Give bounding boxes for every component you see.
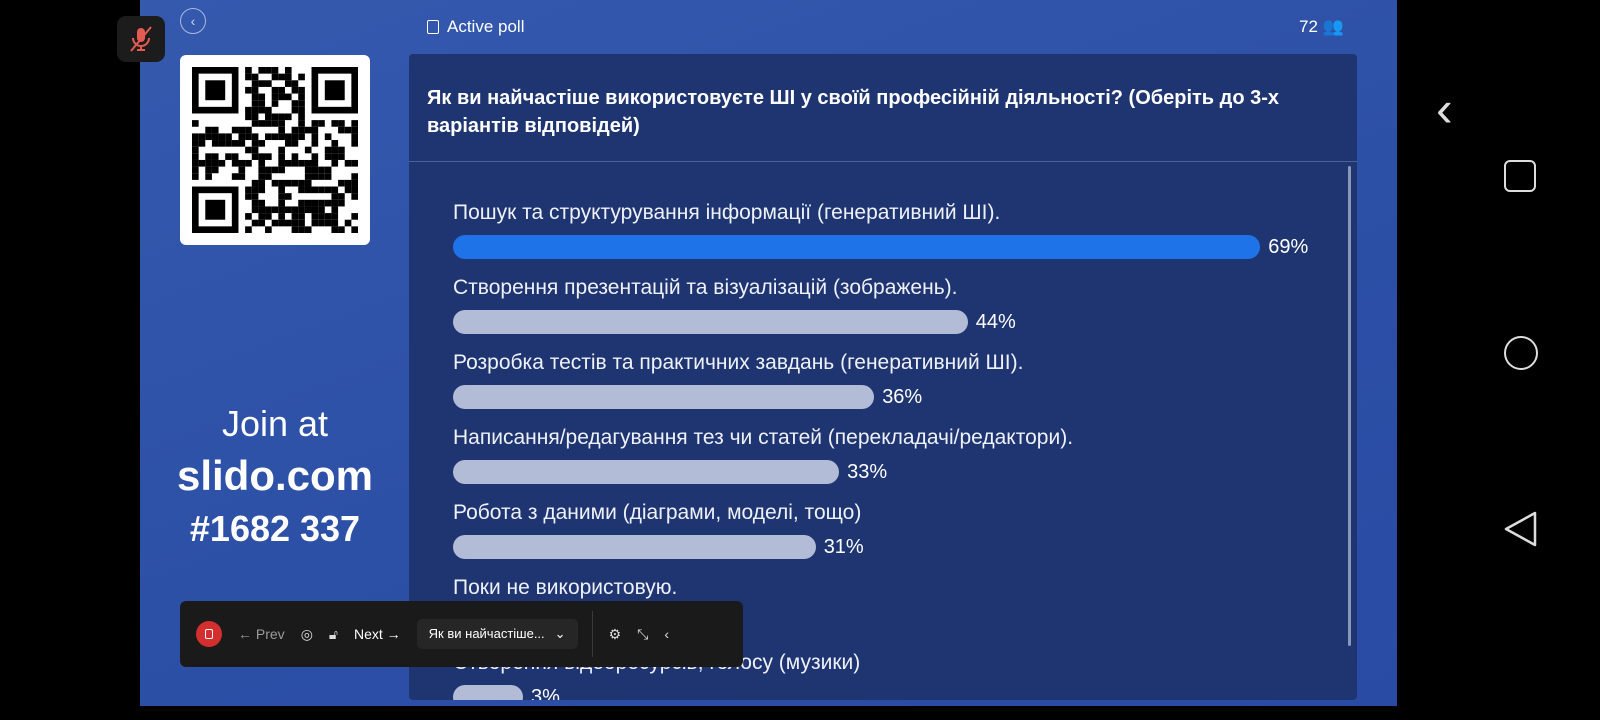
option-label: Поки не використовую.: [453, 576, 678, 599]
poll-option: Робота з даними (діаграми, моделі, тощо)…: [453, 501, 864, 559]
poll-select[interactable]: Як ви найчастіше... ⌄: [416, 619, 578, 649]
poll-option: Написання/редагування тез чи статей (пер…: [453, 426, 1073, 484]
poll-option: Створення презентацій та візуалізацій (з…: [453, 276, 1016, 334]
option-percent: 31%: [823, 535, 864, 558]
option-label: Пошук та структурування інформації (гене…: [453, 201, 1001, 224]
join-code: #1682 337: [189, 508, 361, 549]
gear-icon[interactable]: ⚙: [608, 625, 622, 642]
prev-button[interactable]: ← Prev: [238, 626, 285, 642]
join-site: slido.com: [176, 452, 374, 499]
option-percent: 44%: [975, 310, 1016, 333]
qr-code: [180, 55, 370, 245]
users-icon: 👥: [1322, 17, 1345, 36]
option-bar: [453, 685, 523, 700]
eye-icon[interactable]: ◎: [300, 625, 313, 642]
scrollbar[interactable]: [1348, 166, 1351, 646]
option-percent: 3%: [531, 685, 560, 701]
participant-count: 72 👥: [1299, 17, 1344, 37]
home-button[interactable]: [1504, 336, 1538, 370]
option-percent: 69%: [1268, 235, 1309, 258]
active-poll-header: Active poll: [427, 17, 524, 37]
mic-muted-icon[interactable]: [117, 16, 165, 62]
back-button[interactable]: ‹: [180, 8, 206, 34]
option-bar: [453, 310, 968, 334]
poll-option: Поки не використовую.: [453, 576, 677, 600]
option-label: Створення презентацій та візуалізацій (з…: [453, 276, 958, 299]
presenter-toolbar: ← Prev ◎ 🔓︎ Next → Як ви найчастіше... ⌄ …: [180, 601, 743, 667]
option-bar: [453, 385, 875, 409]
divider: [591, 611, 593, 657]
option-label: Робота з даними (діаграми, моделі, тощо): [453, 501, 862, 524]
poll-option: Розробка тестів та практичних завдань (г…: [453, 351, 1023, 409]
poll-panel: Як ви найчастіше використовуєте ШІ у сво…: [409, 54, 1357, 700]
option-bar: [453, 235, 1261, 259]
active-poll-label: Active poll: [447, 17, 525, 36]
option-bar: [453, 460, 840, 484]
back-nav-button[interactable]: [1502, 510, 1538, 553]
poll-icon: [427, 20, 439, 34]
next-button[interactable]: Next →: [353, 626, 401, 642]
join-at-label: Join at: [221, 403, 329, 444]
lock-icon[interactable]: 🔓︎: [328, 625, 338, 642]
chevron-down-icon: ⌄: [554, 626, 566, 641]
collapse-icon[interactable]: ⤡: [637, 625, 649, 642]
option-label: Написання/редагування тез чи статей (пер…: [453, 426, 1074, 449]
option-label: Розробка тестів та практичних завдань (г…: [453, 351, 1024, 374]
recents-button[interactable]: [1504, 160, 1536, 192]
participant-count-value: 72: [1299, 17, 1318, 36]
poll-select-value: Як ви найчастіше...: [428, 626, 545, 641]
stop-button[interactable]: [196, 621, 222, 647]
option-percent: 36%: [882, 385, 923, 408]
chevron-left-icon[interactable]: ‹: [1436, 81, 1453, 137]
option-bar: [453, 535, 816, 559]
chevron-left-icon[interactable]: ‹: [664, 626, 669, 642]
poll-question: Як ви найчастіше використовуєте ШІ у сво…: [409, 54, 1357, 162]
poll-option: Пошук та структурування інформації (гене…: [453, 201, 1308, 259]
option-percent: 33%: [847, 460, 888, 483]
